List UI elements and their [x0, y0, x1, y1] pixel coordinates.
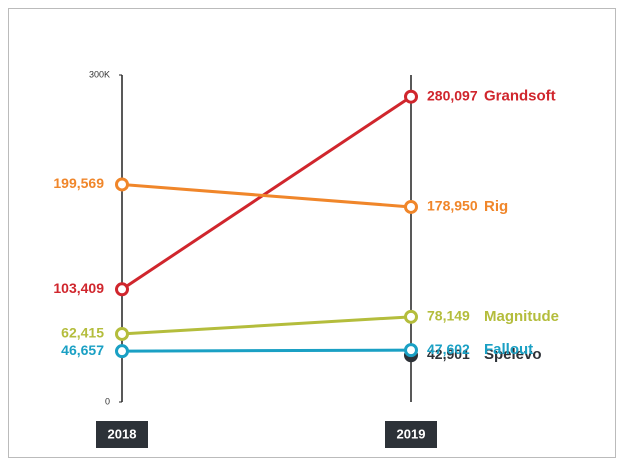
point — [404, 89, 418, 104]
series-line — [121, 315, 412, 336]
point — [404, 309, 418, 324]
value-label: 280,097 — [427, 87, 478, 103]
series-name: Spelevo — [484, 346, 542, 363]
value-label: 103,409 — [53, 280, 104, 296]
value-label: 78,149 — [427, 308, 470, 324]
series-name: Magnitude — [484, 308, 559, 325]
category-label: 2018 — [108, 426, 137, 441]
value-label: 47,602 — [427, 341, 470, 357]
category-label: 2019 — [397, 426, 426, 441]
value-label: 46,657 — [61, 342, 104, 358]
point — [115, 344, 129, 359]
point — [115, 177, 129, 192]
point — [115, 282, 129, 297]
frame — [8, 8, 616, 458]
value-label: 62,415 — [61, 325, 104, 341]
point — [404, 343, 418, 358]
series-name: Grandsoft — [484, 88, 556, 105]
series-line — [121, 182, 412, 209]
category-box — [385, 421, 437, 448]
series-name: Fallout — [484, 341, 533, 358]
series-name: Rig — [484, 198, 508, 215]
value-label: 199,569 — [53, 175, 104, 191]
series-line — [121, 348, 412, 353]
value-label: 42,901 — [427, 346, 470, 362]
point — [404, 199, 418, 214]
category-box — [96, 421, 148, 448]
y-tick-label: 0 — [105, 396, 110, 406]
y-tick-label: 300K — [89, 69, 110, 79]
value-label: 178,950 — [427, 198, 478, 214]
point — [115, 326, 129, 341]
series-line — [121, 95, 412, 291]
